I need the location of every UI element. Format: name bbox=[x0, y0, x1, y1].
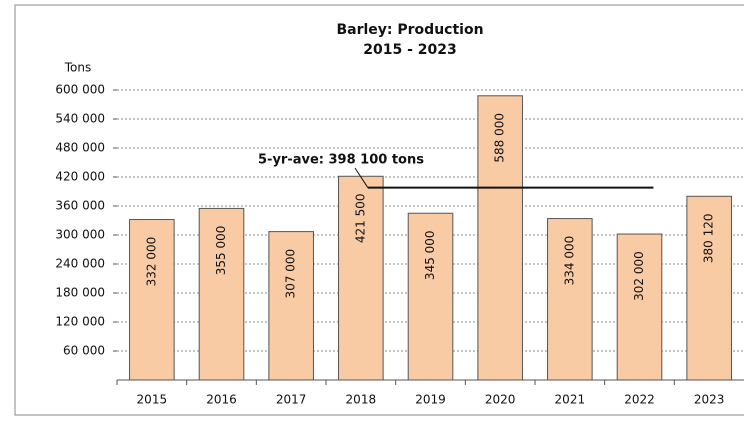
y-tick-label: 360 000 bbox=[55, 199, 105, 213]
bar bbox=[268, 231, 314, 381]
data-label: 302 000 bbox=[632, 251, 646, 301]
y-tick-label: 480 000 bbox=[55, 141, 105, 155]
bar bbox=[616, 233, 663, 381]
data-label: 588 000 bbox=[493, 113, 507, 163]
data-label: 421 500 bbox=[353, 193, 367, 243]
data-label: 380 120 bbox=[702, 213, 716, 263]
data-label: 307 000 bbox=[284, 249, 298, 299]
y-tick-label: 240 000 bbox=[55, 257, 105, 271]
annotation: 5-yr-ave: 398 100 tons bbox=[258, 153, 424, 168]
annotation-leader bbox=[354, 167, 369, 188]
x-tick-label: 2017 bbox=[276, 393, 307, 407]
x-tick-label: 2018 bbox=[346, 393, 377, 407]
bar bbox=[198, 207, 245, 381]
x-tick-label: 2022 bbox=[624, 393, 655, 407]
data-label: 334 000 bbox=[562, 236, 576, 286]
x-tick-label: 2019 bbox=[415, 393, 446, 407]
data-label: 332 000 bbox=[144, 237, 158, 287]
y-tick-label: 420 000 bbox=[55, 170, 105, 184]
data-label: 345 000 bbox=[423, 230, 437, 280]
bar bbox=[129, 219, 175, 381]
data-label: 355 000 bbox=[214, 226, 228, 276]
y-tick-label: 540 000 bbox=[55, 112, 105, 126]
y-tick-label: 120 000 bbox=[55, 315, 105, 329]
bar bbox=[547, 218, 593, 381]
bar bbox=[407, 212, 454, 381]
x-tick-label: 2015 bbox=[137, 393, 168, 407]
bar bbox=[686, 195, 732, 381]
x-tick-label: 2021 bbox=[555, 393, 586, 407]
y-tick-label: 600 000 bbox=[55, 83, 105, 97]
bar bbox=[477, 95, 523, 381]
y-tick-label: 180 000 bbox=[55, 286, 105, 300]
x-tick-label: 2023 bbox=[694, 393, 725, 407]
y-axis-label: Tons bbox=[64, 61, 92, 75]
chart-subtitle: 2015 - 2023 bbox=[363, 42, 457, 58]
y-tick-label: 60 000 bbox=[63, 344, 105, 358]
bar bbox=[338, 175, 384, 381]
y-tick-label: 300 000 bbox=[55, 228, 105, 242]
x-tick-label: 2016 bbox=[206, 393, 237, 407]
x-tick-label: 2020 bbox=[485, 393, 516, 407]
chart-title: Barley: Production bbox=[336, 22, 483, 38]
